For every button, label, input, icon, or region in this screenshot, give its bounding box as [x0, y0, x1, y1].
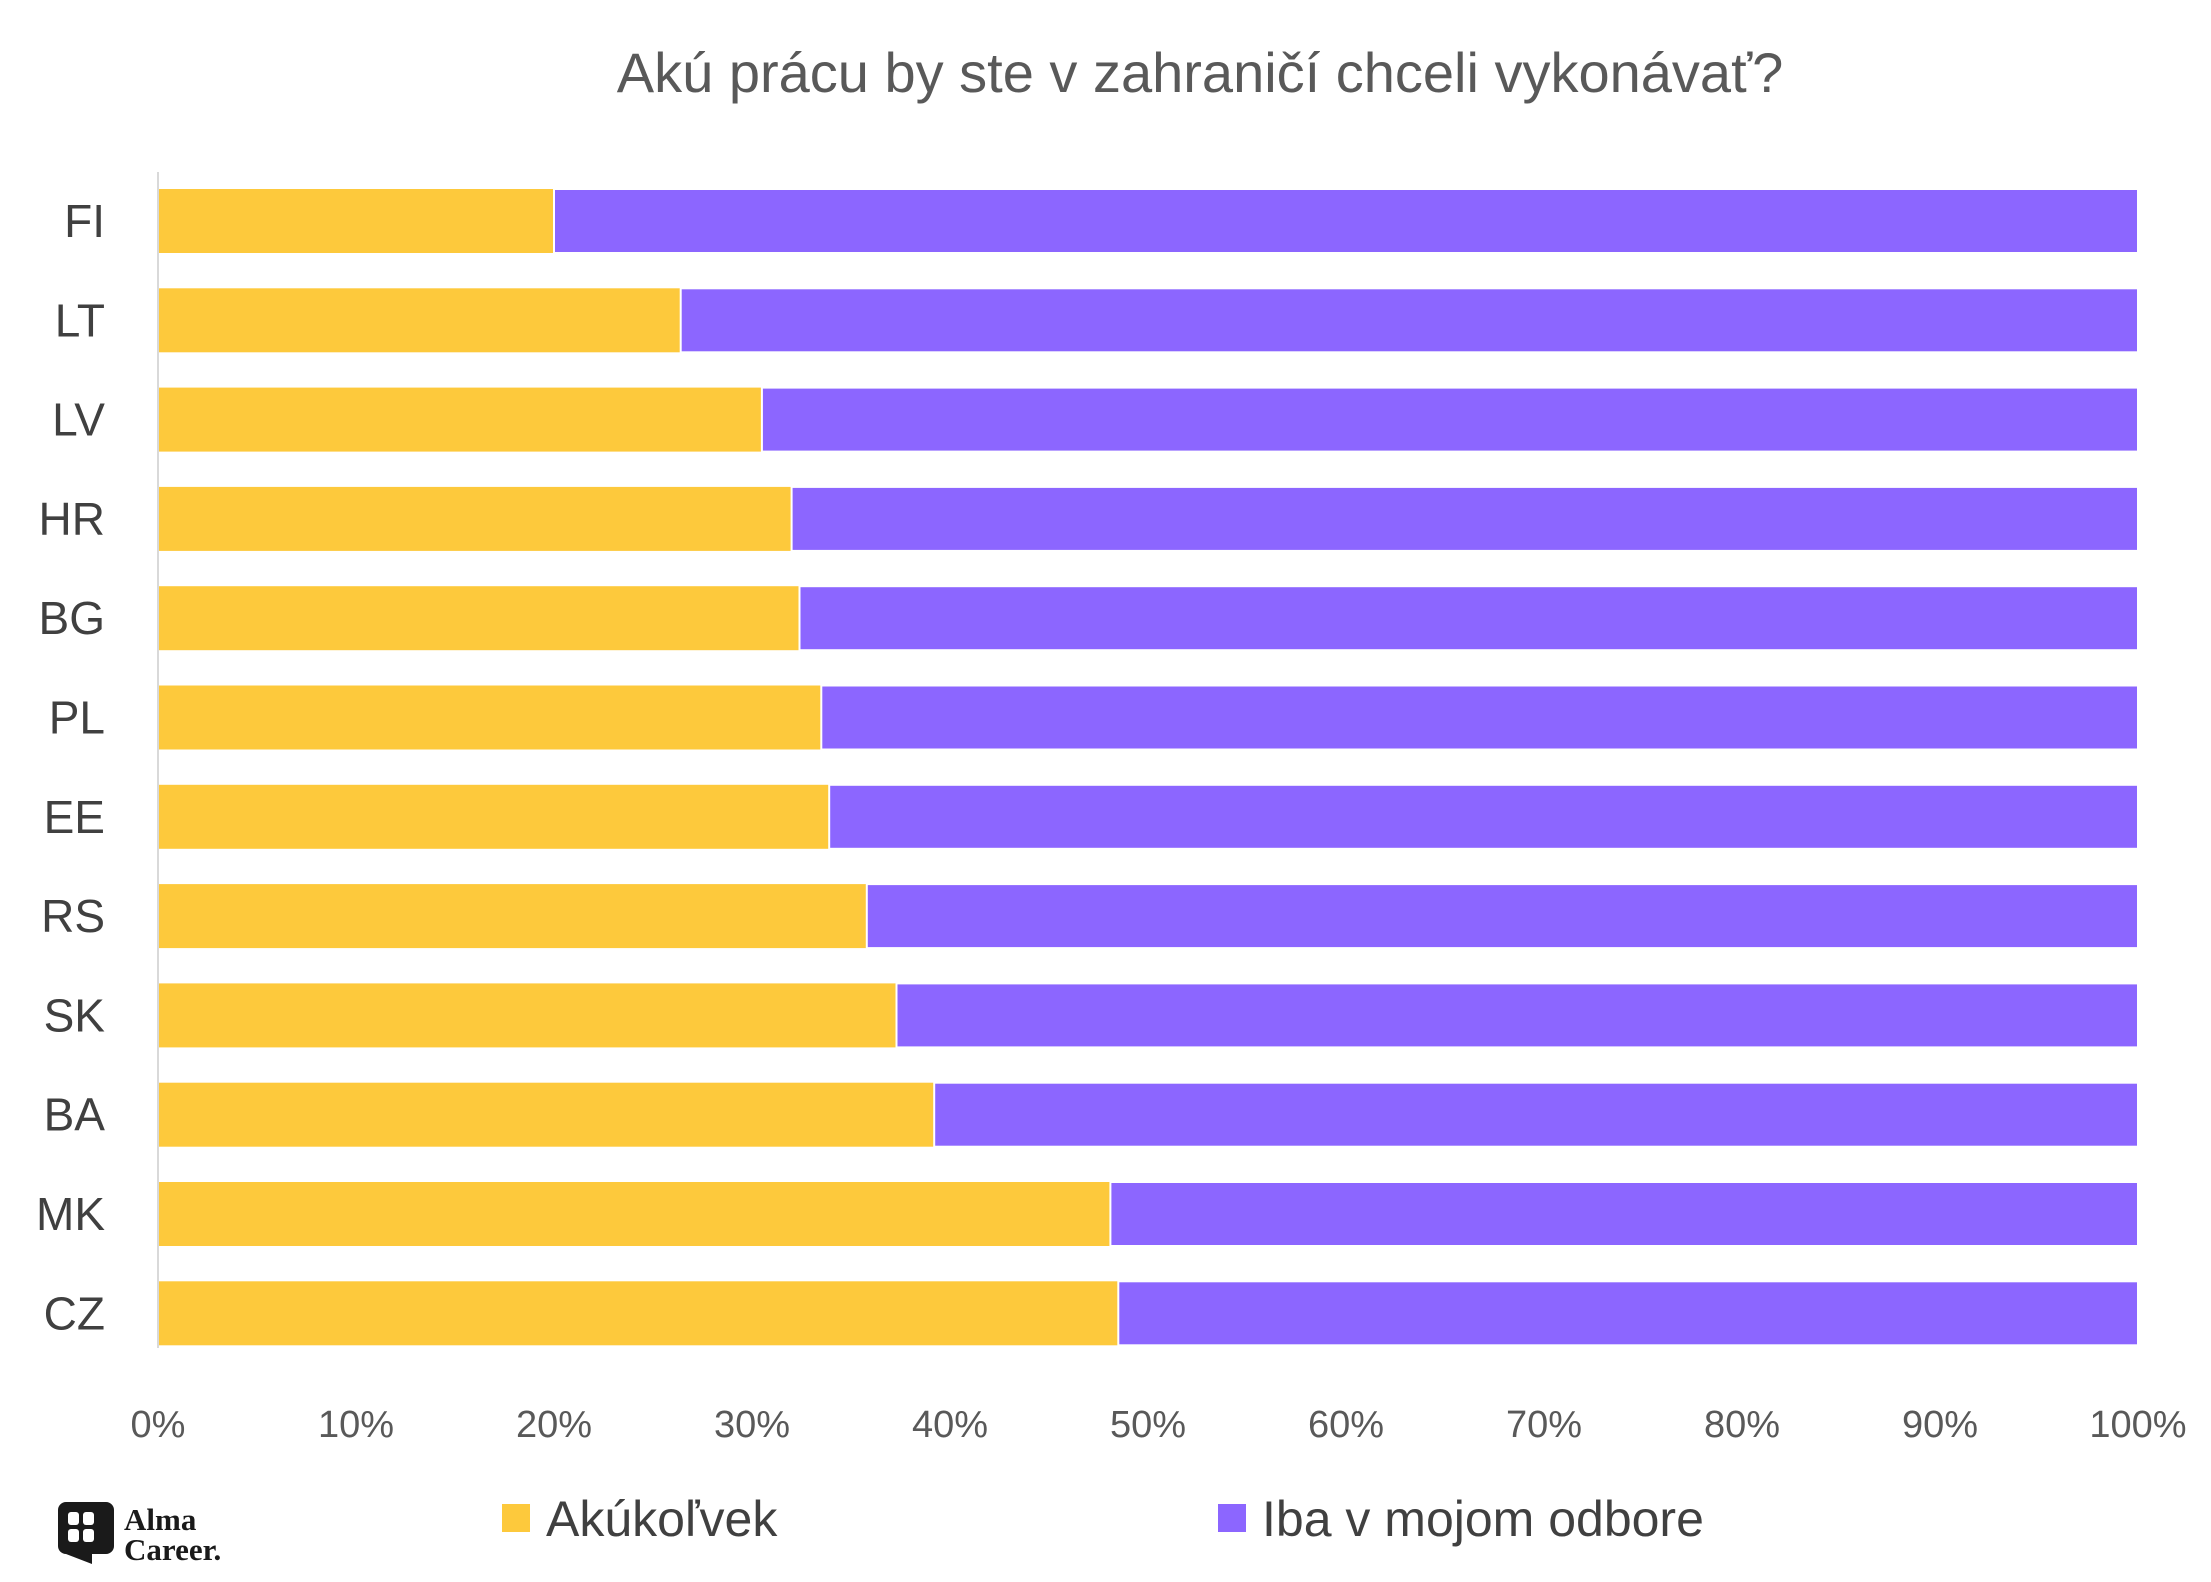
bar-lv-akukolvek: [158, 387, 762, 452]
bar-cz-iba-v-mojom-odbore: [1117, 1280, 2140, 1347]
x-tick-label-50: 50%: [1110, 1404, 1186, 1446]
bar-fi-iba-v-mojom-odbore: [553, 188, 2139, 254]
category-label-ba: BA: [44, 1089, 106, 1141]
category-label-sk: SK: [44, 989, 106, 1041]
x-tick-labels: 0% 10% 20% 30% 40% 50% 60% 70% 80% 90% 100%: [131, 1404, 2187, 1446]
x-tick-label-20: 20%: [516, 1404, 592, 1446]
bar-bg-akukolvek: [158, 586, 800, 651]
x-tick-label-10: 10%: [318, 1404, 394, 1446]
legend: Akúkoľvek Iba v mojom odbore: [502, 1491, 1704, 1547]
bar-hr-akukolvek: [158, 486, 792, 551]
chart-title: Akú prácu by ste v zahraničí chceli vyko…: [617, 41, 1783, 104]
x-tick-label-70: 70%: [1506, 1404, 1582, 1446]
category-label-rs: RS: [41, 890, 105, 942]
bar-mk-akukolvek: [158, 1182, 1111, 1246]
x-tick-label-0: 0%: [131, 1404, 186, 1446]
bar-rs-akukolvek: [158, 884, 867, 949]
bar-ee-iba-v-mojom-odbore: [828, 783, 2140, 850]
bar-pl-iba-v-mojom-odbore: [820, 684, 2139, 751]
category-label-bg: BG: [39, 592, 105, 644]
bar-ba-akukolvek: [158, 1082, 935, 1147]
category-label-pl: PL: [49, 692, 105, 744]
bar-fi-akukolvek: [158, 189, 554, 253]
bar-rs-iba-v-mojom-odbore: [865, 883, 2139, 950]
category-label-lt: LT: [55, 294, 105, 346]
bar-lv-iba-v-mojom-odbore: [760, 386, 2139, 453]
x-tick-label-90: 90%: [1902, 1404, 1978, 1446]
bar-bg-iba-v-mojom-odbore: [798, 585, 2139, 652]
category-label-cz: CZ: [44, 1287, 105, 1339]
book-icon: [58, 1502, 114, 1564]
category-label-ee: EE: [44, 791, 105, 843]
category-label-fi: FI: [64, 195, 105, 247]
x-tick-label-40: 40%: [912, 1404, 988, 1446]
legend-label-akukolvek: Akúkoľvek: [546, 1491, 778, 1547]
bar-mk-iba-v-mojom-odbore: [1109, 1181, 2139, 1247]
legend-swatch-iba-v-mojom-odbore: [1218, 1504, 1246, 1532]
category-label-lv: LV: [52, 394, 105, 446]
bar-lt-iba-v-mojom-odbore: [679, 287, 2140, 354]
logo-text-alma: Alma: [124, 1502, 197, 1537]
legend-swatch-akukolvek: [502, 1504, 530, 1532]
bar-cz-akukolvek: [158, 1281, 1119, 1346]
bar-sk-iba-v-mojom-odbore: [895, 982, 2139, 1049]
bar-lt-akukolvek: [158, 288, 681, 353]
category-label-hr: HR: [39, 493, 105, 545]
legend-label-iba-v-mojom-odbore: Iba v mojom odbore: [1262, 1491, 1704, 1547]
bar-pl-akukolvek: [158, 685, 822, 750]
x-tick-label-60: 60%: [1308, 1404, 1384, 1446]
bar-ba-iba-v-mojom-odbore: [933, 1081, 2140, 1148]
alma-career-logo: Alma Career.: [58, 1502, 221, 1567]
bar-ee-akukolvek: [158, 784, 830, 849]
x-tick-label-80: 80%: [1704, 1404, 1780, 1446]
bar-hr-iba-v-mojom-odbore: [790, 485, 2139, 552]
category-labels: FI LT LV HR BG PL EE RS SK BA MK CZ: [36, 195, 105, 1339]
x-tick-label-100: 100%: [2089, 1404, 2186, 1446]
logo-text-career: Career.: [124, 1532, 221, 1567]
bars-group: [158, 188, 2140, 1347]
bar-sk-akukolvek: [158, 983, 897, 1048]
x-tick-label-30: 30%: [714, 1404, 790, 1446]
category-label-mk: MK: [36, 1188, 105, 1240]
